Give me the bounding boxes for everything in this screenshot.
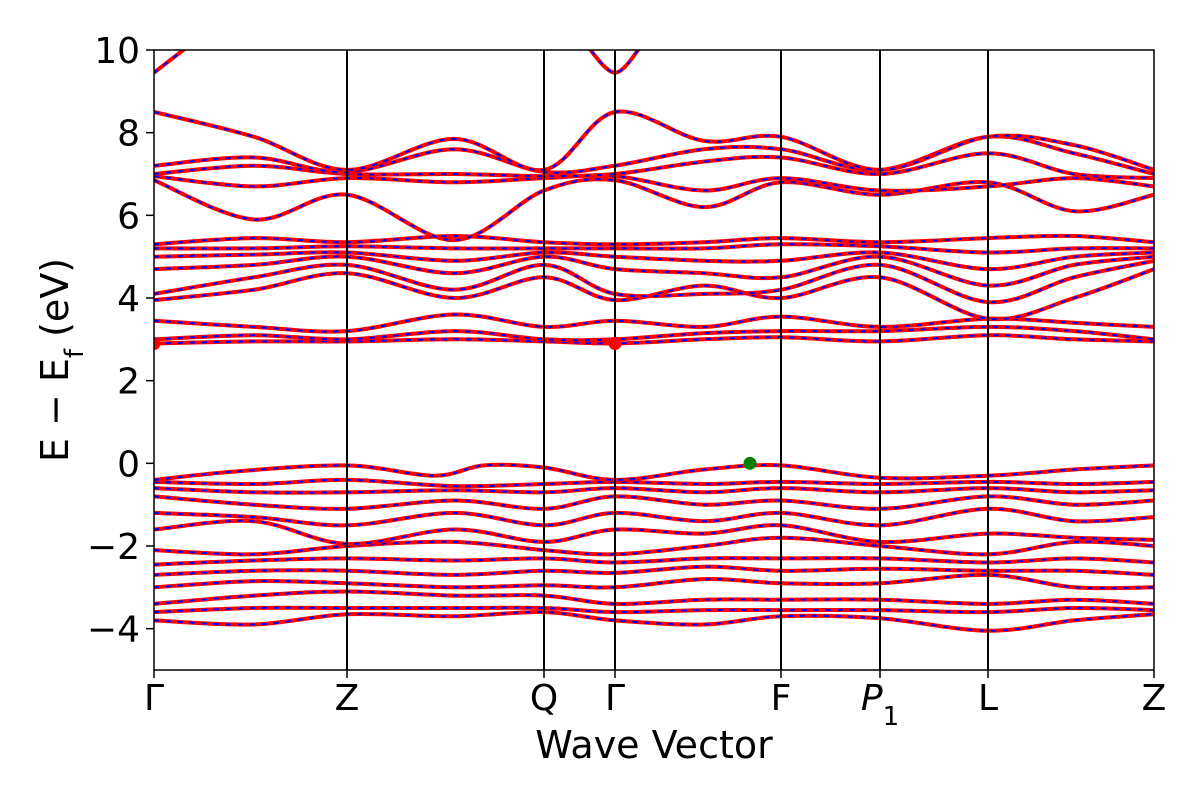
band-line-dashed-11 <box>154 478 1154 488</box>
y-tick-label-6: 8 <box>117 114 140 155</box>
marker-point-1 <box>608 336 622 350</box>
x-axis-label: Wave Vector <box>535 723 773 767</box>
band-line-dashed-5 <box>154 557 1154 566</box>
x-tick-label-4: F <box>771 678 792 719</box>
y-axis-label: E − Ef (eV) <box>33 258 90 462</box>
markers-layer <box>154 336 757 470</box>
x-tick-label-0: Γ <box>144 678 164 719</box>
band-line-dashed-18 <box>154 255 1154 287</box>
y-axis: −4 −2 0 2 4 6 8 10 <box>87 31 154 651</box>
y-tick-label-7: 10 <box>94 31 140 72</box>
x-axis: Γ Z Q Γ F P1 L Z <box>144 670 1166 732</box>
band-line-dashed-16 <box>154 268 1154 321</box>
marker-point-2 <box>743 456 757 470</box>
band-line-dashed-4 <box>154 565 1154 576</box>
band-line-dashed-10 <box>154 487 1154 494</box>
band-line-dashed-20 <box>154 243 1154 254</box>
band-line-dashed-21 <box>154 234 1154 246</box>
y-tick-label-0: −4 <box>87 610 140 651</box>
x-tick-label-1: Z <box>335 678 360 719</box>
x-tick-label-5: P1 <box>861 678 899 732</box>
y-tick-label-5: 6 <box>117 196 140 237</box>
band-line-dashed-13 <box>154 334 1154 345</box>
band-line-dashed-1 <box>154 606 1154 614</box>
marker-point-0 <box>154 336 161 350</box>
kpoint-lines <box>346 50 989 670</box>
x-tick-label-2: Q <box>530 678 558 719</box>
band-line-dashed-27 <box>154 50 185 74</box>
x-tick-label-6: L <box>978 678 998 719</box>
x-tick-label-3: Γ <box>605 678 625 719</box>
x-tick-label-7: Z <box>1142 678 1167 719</box>
y-tick-label-2: 0 <box>117 444 140 485</box>
y-tick-label-4: 4 <box>117 279 140 320</box>
y-tick-label-3: 2 <box>117 362 140 403</box>
band-line-dashed-3 <box>154 573 1154 590</box>
band-line-dashed-17 <box>154 259 1154 304</box>
plot-frame <box>153 49 1155 671</box>
y-tick-label-1: −2 <box>87 527 140 568</box>
